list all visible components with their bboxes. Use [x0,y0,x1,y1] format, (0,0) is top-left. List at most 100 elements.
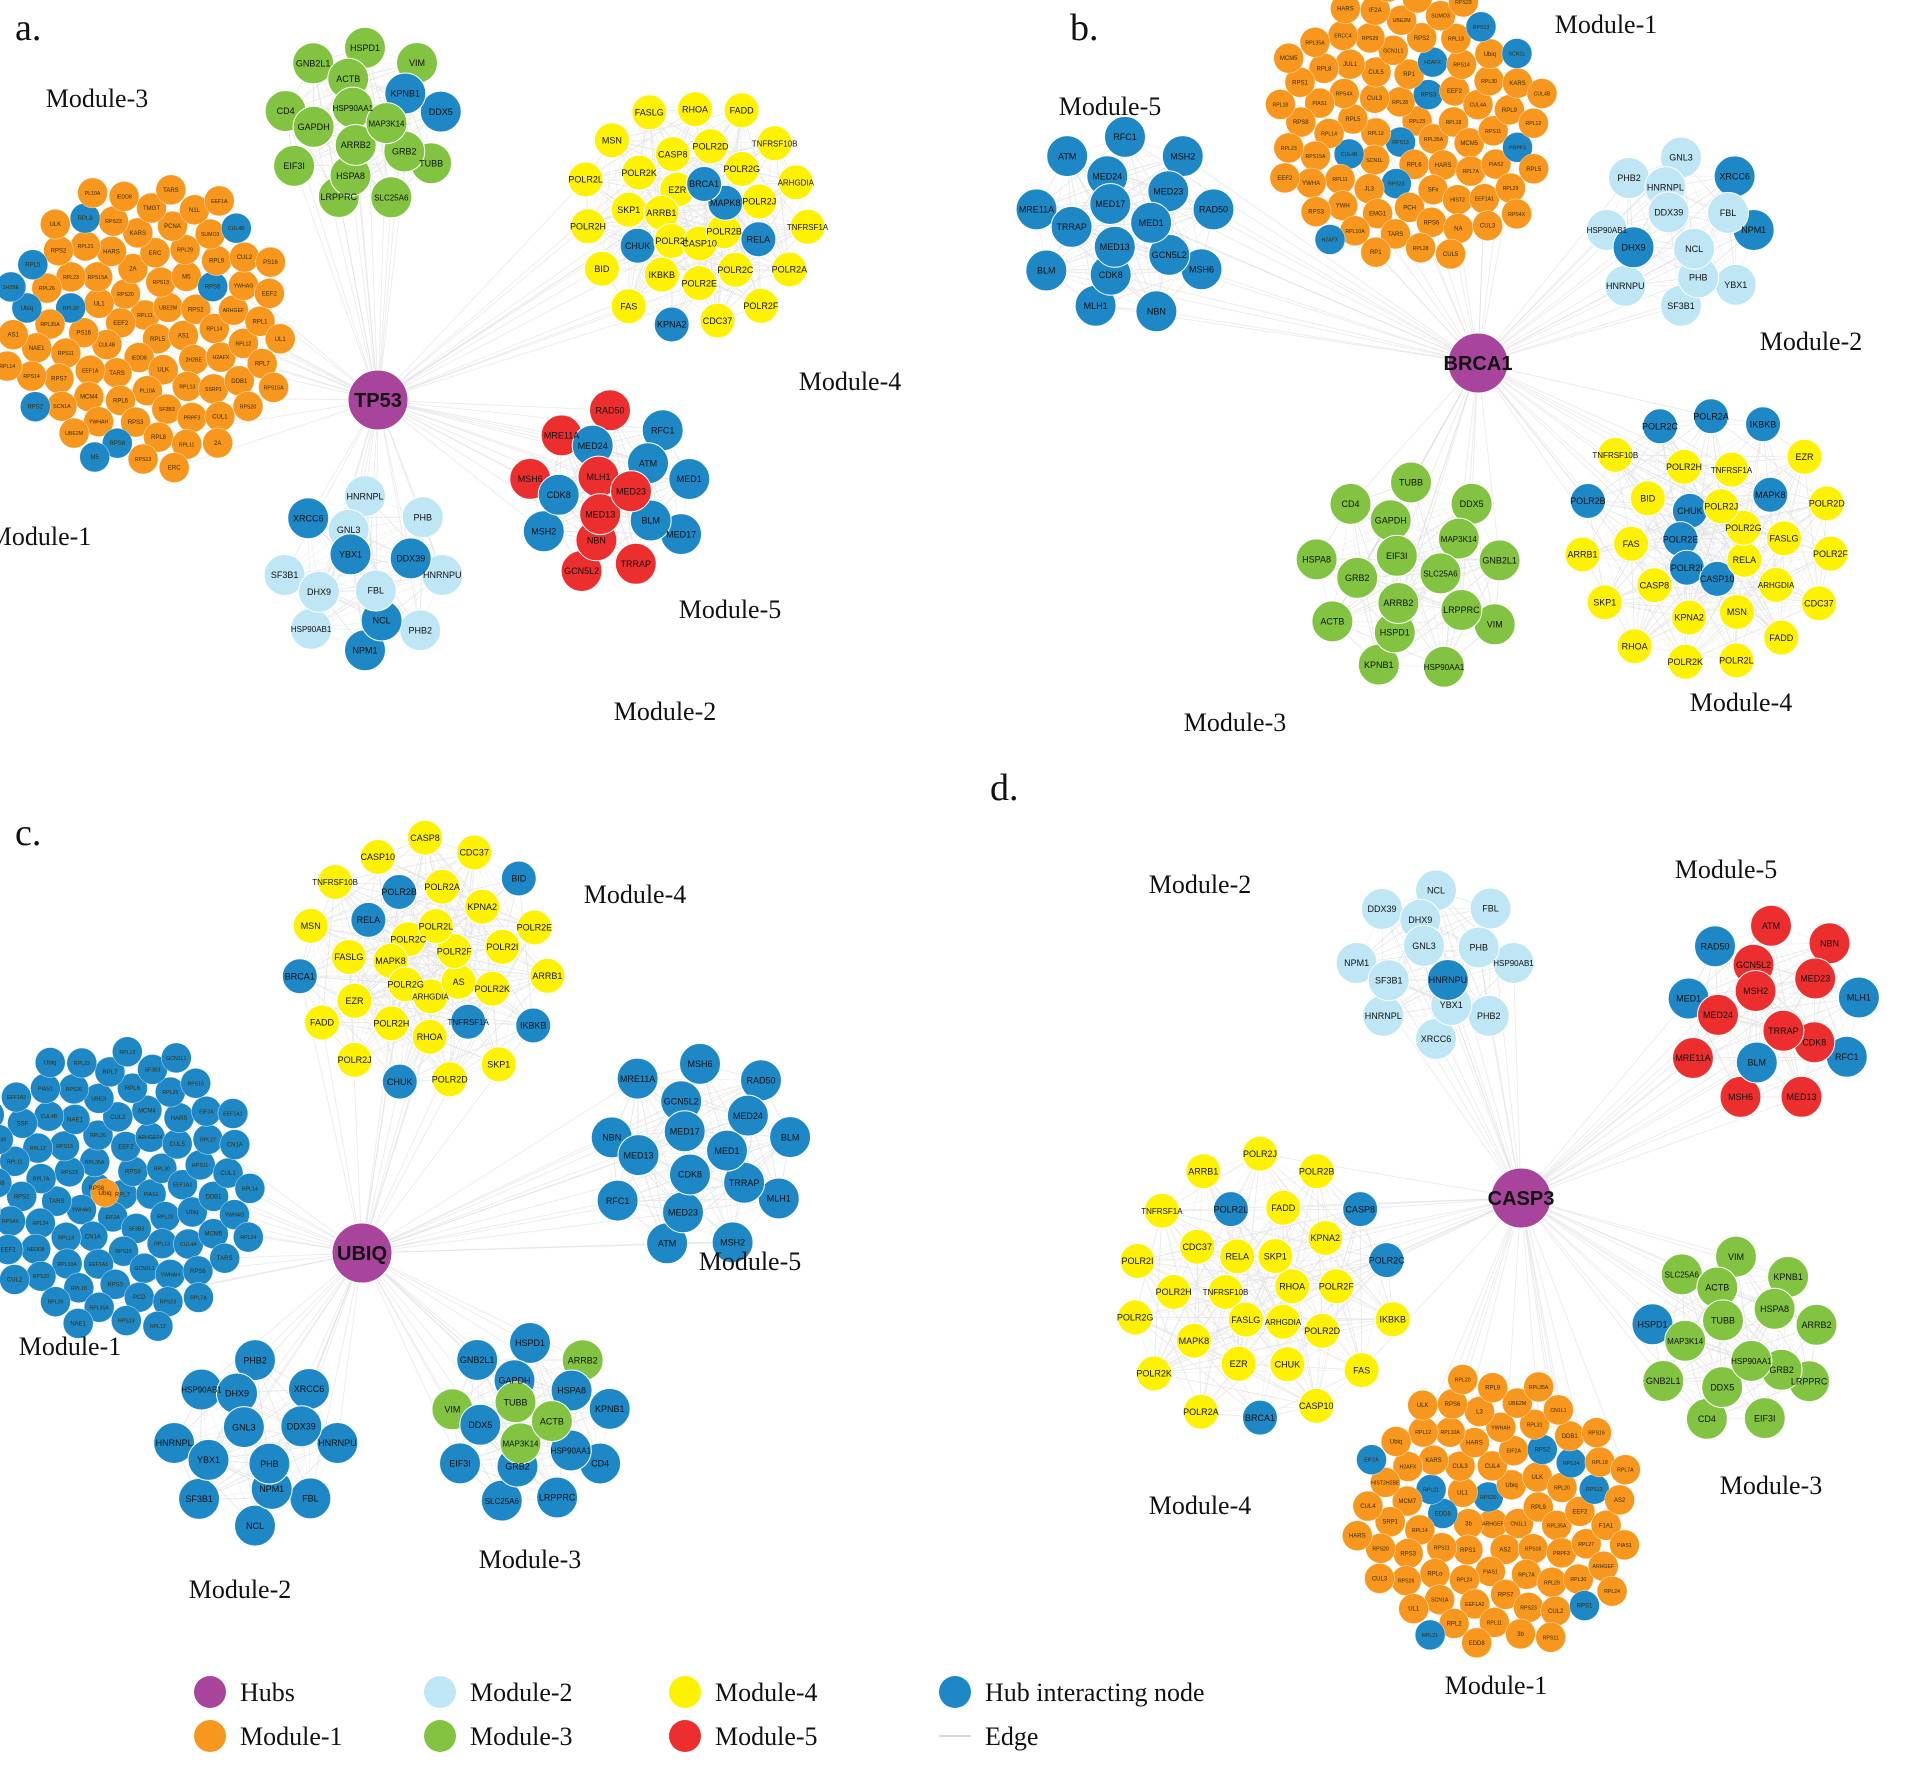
svg-text:RPS13: RPS13 [153,280,170,286]
svg-text:HSP90AB1: HSP90AB1 [1493,959,1534,968]
svg-text:SUMO3: SUMO3 [1431,14,1450,20]
svg-text:CUL5: CUL5 [170,1142,186,1148]
svg-text:UL1: UL1 [1457,1490,1469,1496]
svg-text:EEF2: EEF2 [113,321,129,327]
svg-text:IEDD8: IEDD8 [116,194,131,200]
svg-text:ULK: ULK [1531,1475,1543,1481]
svg-text:RPL14: RPL14 [242,1186,258,1192]
svg-text:EIF2A: EIF2A [105,1215,120,1221]
svg-text:YWHAH: YWHAH [89,420,109,426]
svg-text:CASP8: CASP8 [1345,1204,1375,1214]
svg-text:POLR2C: POLR2C [1642,422,1679,432]
svg-text:RPL5: RPL5 [1345,117,1361,123]
svg-text:GCN5L2: GCN5L2 [1736,960,1771,970]
svg-text:RPL12: RPL12 [150,1324,166,1330]
svg-text:SKP1: SKP1 [1593,598,1616,608]
svg-text:POLR2D: POLR2D [432,1075,469,1085]
svg-text:EEF1A2: EEF1A2 [7,1095,26,1101]
svg-text:HNRNPL: HNRNPL [1365,1011,1402,1021]
svg-text:HSPA8: HSPA8 [1760,1304,1789,1314]
svg-text:NAE1: NAE1 [70,1321,86,1327]
svg-text:CDC37: CDC37 [1182,1242,1212,1252]
svg-text:RAD50: RAD50 [1199,205,1228,215]
svg-text:RPL12: RPL12 [235,341,251,347]
svg-text:DDB1: DDB1 [205,1194,222,1200]
svg-text:RPL26: RPL26 [48,1300,64,1306]
svg-text:PIAS2: PIAS2 [1489,162,1504,168]
svg-text:ARHGEF: ARHGEF [1592,1564,1614,1570]
svg-text:M5: M5 [182,274,191,280]
svg-text:JL3: JL3 [1364,187,1374,193]
svg-text:RPL13: RPL13 [119,1050,135,1056]
svg-text:ARRB1: ARRB1 [646,208,676,218]
svg-text:RPS20: RPS20 [1480,1495,1497,1501]
svg-text:CUL2: CUL2 [7,1278,23,1284]
svg-text:MRE11A: MRE11A [620,1074,655,1084]
svg-text:RPL14: RPL14 [58,1235,74,1241]
svg-text:KPNA2: KPNA2 [1674,613,1704,623]
svg-text:LRPPRC: LRPPRC [1791,1376,1828,1386]
svg-text:RPL8: RPL8 [151,435,167,441]
svg-text:ARRB1: ARRB1 [1188,1166,1218,1176]
svg-text:EZR: EZR [346,996,365,1006]
svg-text:BID: BID [511,874,527,884]
svg-text:UBIQ: UBIQ [337,1243,387,1265]
svg-text:RPS13: RPS13 [118,1319,135,1325]
svg-text:GCN5L2: GCN5L2 [564,566,599,576]
svg-text:EZR: EZR [668,185,687,195]
svg-text:POLR2E: POLR2E [517,923,553,933]
svg-text:CUL4A: CUL4A [1470,103,1487,109]
svg-text:HARS: HARS [1337,7,1354,13]
svg-text:RPS13: RPS13 [1473,25,1490,31]
svg-text:RPL30: RPL30 [63,306,79,312]
svg-text:CUL3: CUL3 [1372,1576,1388,1582]
svg-text:POLR2C: POLR2C [390,934,427,944]
svg-text:SF3B3: SF3B3 [128,1226,144,1232]
svg-text:PIAS1: PIAS1 [144,1192,159,1198]
svg-text:TP53: TP53 [354,390,402,412]
svg-text:TRRAP: TRRAP [1056,222,1087,232]
svg-text:Ubiq: Ubiq [44,1061,56,1067]
svg-text:MED23: MED23 [668,1208,698,1218]
svg-text:RPS23: RPS23 [1388,182,1405,188]
svg-text:DHX9: DHX9 [225,1389,249,1399]
svg-text:EIF3I: EIF3I [1754,1413,1776,1423]
svg-text:RPL28: RPL28 [1413,246,1429,252]
svg-text:SLC25A6: SLC25A6 [1423,570,1458,579]
svg-text:ACTB: ACTB [540,1416,564,1426]
svg-text:BRCA1: BRCA1 [1245,1413,1275,1423]
svg-text:RP1: RP1 [1370,250,1382,256]
svg-text:YWHAG: YWHAG [234,283,254,289]
svg-text:GCN5L2: GCN5L2 [664,1097,699,1107]
svg-text:KPNB1: KPNB1 [1773,1272,1803,1282]
svg-text:RPS3: RPS3 [107,1282,123,1288]
svg-text:PS16: PS16 [76,331,91,337]
svg-text:TNFRSF1A: TNFRSF1A [1711,466,1753,475]
svg-text:RPS2: RPS2 [1414,36,1430,42]
svg-text:POLR2E: POLR2E [682,278,718,288]
svg-text:MSH6: MSH6 [518,474,543,484]
svg-text:RPL29: RPL29 [1544,1580,1560,1586]
svg-text:MSH2: MSH2 [531,526,556,536]
svg-text:RPL12: RPL12 [1368,131,1384,137]
svg-text:GNB2L1: GNB2L1 [460,1355,495,1365]
svg-text:TARS: TARS [109,371,125,377]
svg-text:FBL: FBL [368,586,385,596]
svg-text:CUL2: CUL2 [237,255,253,261]
svg-text:RPL35A: RPL35A [40,322,60,328]
svg-text:KPNB1: KPNB1 [391,89,421,99]
svg-text:RPL23: RPL23 [1409,119,1425,125]
svg-text:HSPD1: HSPD1 [1637,1320,1667,1330]
svg-text:TARS: TARS [163,188,179,194]
svg-text:RPL30: RPL30 [1570,1577,1586,1583]
svg-text:DDX5: DDX5 [429,107,453,117]
svg-text:RPL26: RPL26 [39,286,55,292]
svg-text:MCM5: MCM5 [204,1232,222,1238]
svg-text:Module-2: Module-2 [189,1575,292,1604]
svg-text:GRB2: GRB2 [392,147,417,157]
svg-text:EEF2: EEF2 [1,1248,17,1254]
svg-text:GCN5L2: GCN5L2 [1152,250,1187,260]
svg-text:CDK8: CDK8 [1802,1037,1826,1047]
svg-text:RPL35A: RPL35A [1305,40,1325,46]
svg-text:RPL20: RPL20 [1455,1378,1471,1384]
